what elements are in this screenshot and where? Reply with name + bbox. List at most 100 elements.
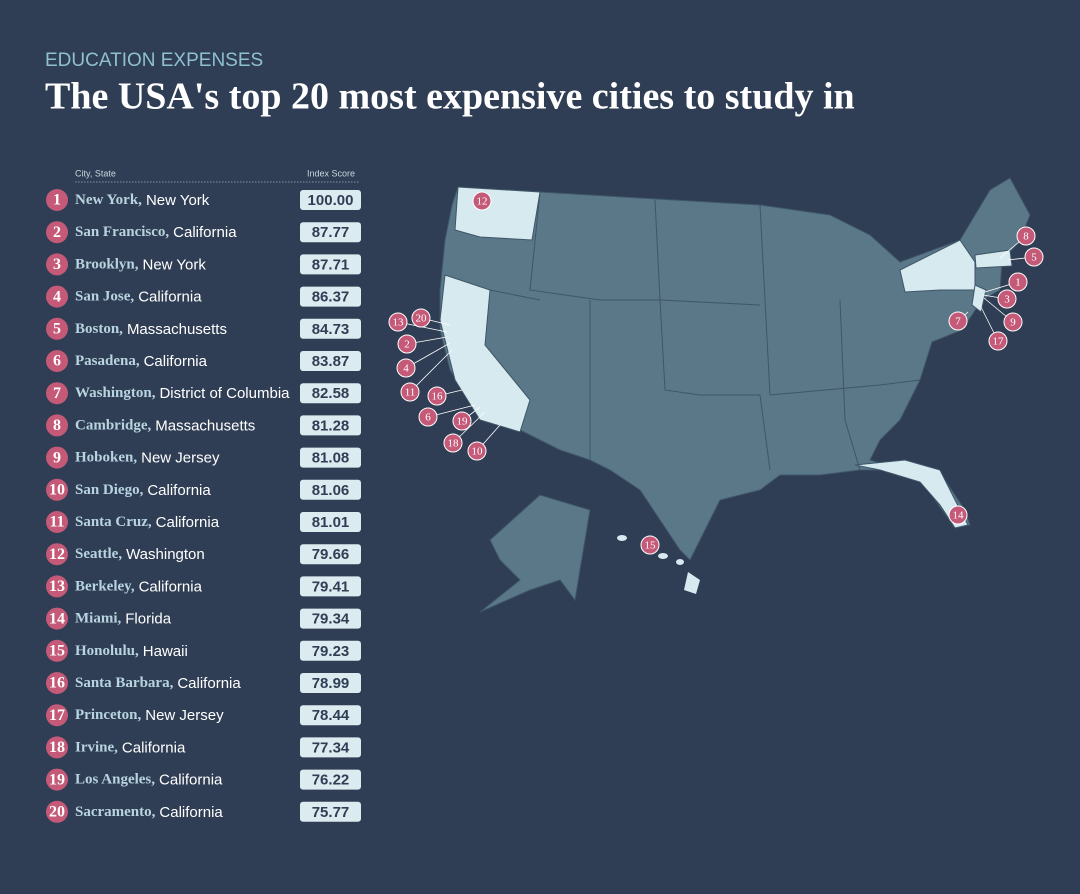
- rank: 13: [49, 578, 65, 595]
- kicker: EDUCATION EXPENSES: [45, 50, 263, 71]
- table-row: 11 Santa Cruz, California 81.01: [46, 511, 361, 533]
- state: New York: [146, 192, 210, 209]
- score-box: [300, 222, 361, 243]
- city-state: Los Angeles, California: [75, 772, 223, 789]
- city-state: San Jose, California: [75, 289, 202, 306]
- city-state: San Diego, California: [75, 482, 211, 499]
- score-box: [300, 190, 361, 210]
- city: New York,: [75, 192, 142, 208]
- map-marker: [472, 191, 492, 211]
- map-marker-label: 6: [425, 412, 431, 424]
- table-row: 7 Washington, District of Columbia 82.58: [46, 382, 361, 405]
- score: 76.22: [312, 772, 350, 789]
- score: 87.77: [312, 224, 350, 241]
- score: 79.23: [312, 643, 350, 660]
- table-row: 15 Honolulu, Hawaii 79.23: [46, 639, 361, 662]
- city-state: Cambridge, Massachusetts: [75, 417, 255, 434]
- rank-badge: [46, 478, 68, 501]
- rank-badge: [46, 317, 68, 340]
- score-box: [300, 286, 361, 307]
- rank: 3: [53, 256, 61, 273]
- score: 100.00: [308, 192, 354, 209]
- table-row: 13 Berkeley, California 79.41: [46, 575, 361, 598]
- city-state: Santa Cruz, California: [75, 514, 220, 531]
- island: [617, 535, 627, 541]
- island: [676, 559, 684, 565]
- score-box: [300, 705, 361, 726]
- map-marker-label: 1: [1015, 277, 1021, 289]
- rank: 1: [53, 192, 61, 209]
- score: 82.58: [312, 385, 350, 402]
- table-row: 14 Miami, Florida 79.34: [46, 607, 361, 630]
- city-state: Princeton, New Jersey: [75, 707, 224, 724]
- city-state: Berkeley, California: [75, 578, 203, 595]
- rank-badge: [46, 511, 68, 533]
- score: 79.41: [312, 578, 350, 595]
- rank: 19: [49, 771, 65, 788]
- map-marker-label: 8: [1023, 231, 1029, 243]
- score-box: [300, 415, 361, 436]
- city: Hoboken,: [75, 450, 137, 466]
- score: 83.87: [312, 353, 350, 370]
- map-marker-label: 17: [993, 336, 1005, 348]
- city: Berkeley,: [75, 579, 135, 595]
- rank-badge: [46, 446, 68, 469]
- score: 78.99: [312, 675, 350, 692]
- table-row: 18 Irvine, California 77.34: [46, 736, 361, 759]
- border: [529, 191, 761, 306]
- rank: 11: [49, 514, 64, 531]
- city: Washington,: [75, 386, 156, 402]
- rank: 8: [53, 417, 61, 434]
- score-box: [300, 447, 361, 468]
- score: 87.71: [312, 256, 350, 273]
- score: 81.08: [312, 450, 350, 467]
- state: California: [159, 772, 223, 789]
- state: New Jersey: [141, 450, 220, 467]
- map-marker: [1024, 247, 1044, 267]
- state: Florida: [125, 611, 172, 628]
- rank-badge: [46, 736, 68, 759]
- state: Washington: [126, 546, 205, 563]
- score: 81.01: [312, 514, 350, 531]
- border: [769, 379, 921, 396]
- map-marker: [1008, 272, 1028, 292]
- map-marker: [400, 382, 420, 402]
- map-marker: [948, 505, 968, 525]
- rank-badge: [46, 639, 68, 662]
- state: California: [139, 578, 203, 595]
- state: Massachusetts: [155, 417, 255, 434]
- state: California: [159, 804, 223, 821]
- city: Princeton,: [75, 708, 141, 724]
- city: Los Angeles,: [75, 772, 155, 788]
- state: Hawaii: [143, 643, 188, 660]
- rank-badge: [46, 575, 68, 598]
- score-box: [300, 512, 361, 532]
- map-marker: [997, 289, 1017, 309]
- score-box: [300, 608, 361, 629]
- table-row: 20 Sacramento, California 75.77: [46, 800, 361, 823]
- rank: 7: [53, 385, 61, 402]
- highlighted-states: [439, 186, 1013, 529]
- map-marker-label: 3: [1004, 294, 1010, 306]
- map-marker: [988, 331, 1008, 351]
- map-marker: [467, 441, 487, 461]
- table-row: 17 Princeton, New Jersey 78.44: [46, 704, 361, 727]
- score-box: [300, 673, 361, 693]
- city-state: Boston, Massachusetts: [75, 321, 227, 338]
- island: [658, 553, 668, 559]
- state: Massachusetts: [127, 321, 227, 338]
- rank: 15: [49, 642, 65, 659]
- score: 78.44: [312, 707, 350, 724]
- table-row: 3 Brooklyn, New York 87.71: [46, 253, 361, 276]
- rank-badge: [46, 221, 68, 244]
- score: 79.66: [312, 546, 350, 563]
- map-marker-label: 14: [953, 510, 965, 522]
- rank-badge: [46, 543, 68, 566]
- city-state: San Francisco, California: [75, 224, 237, 241]
- city: Santa Cruz,: [75, 514, 152, 530]
- map-marker: [1016, 226, 1036, 246]
- map-marker-label: 9: [1010, 317, 1016, 329]
- state: California: [156, 514, 220, 531]
